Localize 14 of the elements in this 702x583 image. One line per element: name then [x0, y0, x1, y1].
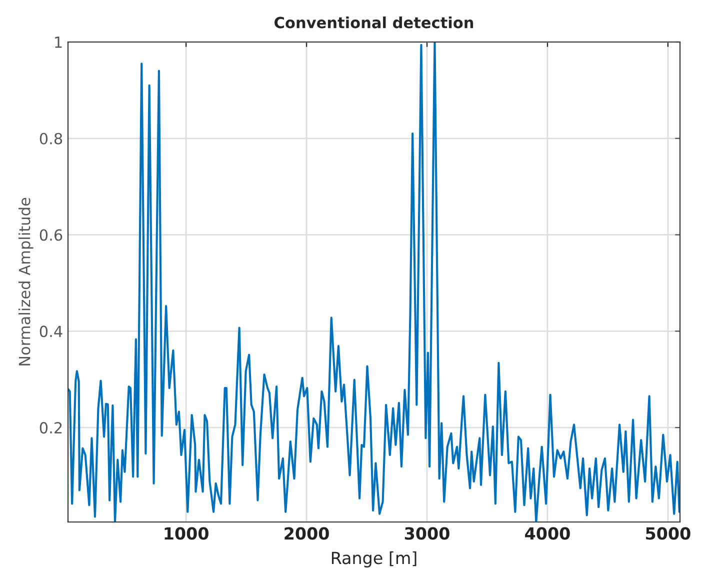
chart-title: Conventional detection: [274, 16, 474, 28]
y-tick-label: 0.4: [40, 326, 62, 338]
x-tick-label: 1000: [164, 527, 208, 540]
y-tick-label: 0.2: [40, 422, 62, 434]
y-tick-label: 0.8: [40, 132, 62, 144]
y-axis-title: Normalized Amplitude: [18, 198, 34, 366]
x-tick-label: 2000: [284, 527, 329, 540]
y-tick-label: 0.6: [40, 229, 62, 241]
x-tick-label: 3000: [404, 527, 450, 540]
y-tick-label: 1: [55, 36, 62, 48]
x-axis-title: Range [m]: [332, 551, 416, 568]
x-tick-label: 4000: [525, 527, 570, 540]
line-series: [68, 42, 680, 522]
x-tick-label: 5000: [646, 527, 690, 540]
